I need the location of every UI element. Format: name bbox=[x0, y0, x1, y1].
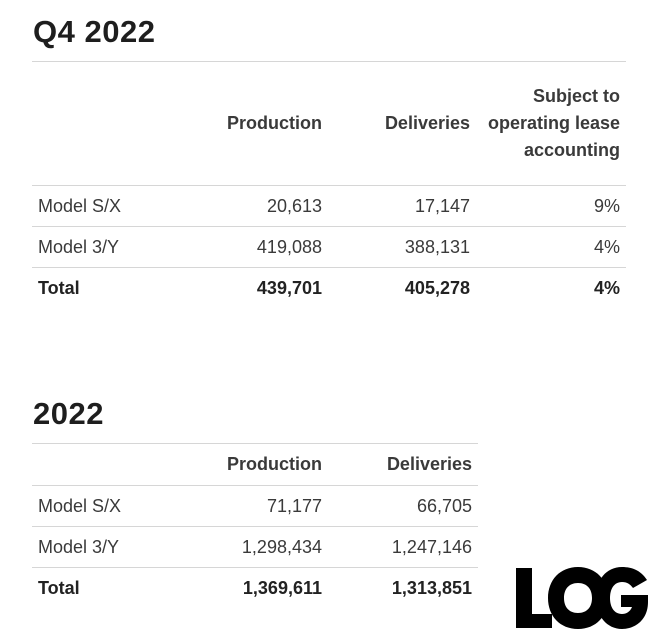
deliveries-value: 66,705 bbox=[416, 495, 472, 516]
total-label: Total bbox=[38, 577, 80, 598]
table-row: Model 3/Y 419,088 388,131 4% bbox=[32, 227, 626, 268]
model-name: Model 3/Y bbox=[38, 536, 120, 557]
q4-header-production: Production bbox=[227, 113, 322, 133]
production-value: 71,177 bbox=[266, 495, 322, 516]
deliveries-value: 17,147 bbox=[414, 195, 470, 216]
total-lease: 4% bbox=[593, 277, 620, 298]
total-row: Total 439,701 405,278 4% bbox=[32, 268, 626, 309]
total-label: Total bbox=[38, 277, 80, 298]
total-row: Total 1,369,611 1,313,851 bbox=[32, 568, 478, 609]
q4-table: Production Deliveries Subject to operati… bbox=[32, 61, 626, 309]
total-deliveries: 1,313,851 bbox=[391, 577, 472, 598]
log-logo-letters bbox=[516, 567, 648, 629]
lease-value: 4% bbox=[593, 236, 620, 257]
q4-header-lease: Subject to operating lease accounting bbox=[487, 86, 620, 160]
table-row: Model S/X 71,177 66,705 bbox=[32, 486, 478, 527]
table-row: Model S/X 20,613 17,147 9% bbox=[32, 186, 626, 227]
production-value: 20,613 bbox=[266, 195, 322, 216]
lease-value: 9% bbox=[593, 195, 620, 216]
logo-letter-g bbox=[596, 567, 648, 629]
total-production: 1,369,611 bbox=[242, 577, 322, 598]
log-logo-icon bbox=[516, 567, 648, 629]
year-header-row: Production Deliveries bbox=[32, 443, 478, 486]
production-value: 1,298,434 bbox=[241, 536, 322, 557]
total-production: 439,701 bbox=[256, 277, 322, 298]
production-value: 419,088 bbox=[256, 236, 322, 257]
year-section-title: 2022 bbox=[33, 396, 104, 431]
year-table: Production Deliveries Model S/X 71,177 6… bbox=[32, 443, 478, 609]
model-name: Model 3/Y bbox=[38, 236, 120, 257]
q4-header-blank bbox=[32, 62, 182, 186]
model-name: Model S/X bbox=[38, 195, 122, 216]
year-header-production: Production bbox=[227, 454, 322, 474]
q4-section-title: Q4 2022 bbox=[33, 14, 156, 49]
q4-header-row: Production Deliveries Subject to operati… bbox=[32, 61, 626, 186]
table-row: Model 3/Y 1,298,434 1,247,146 bbox=[32, 527, 478, 568]
deliveries-value: 1,247,146 bbox=[391, 536, 472, 557]
year-header-blank bbox=[32, 444, 182, 486]
logo-letter-o bbox=[548, 567, 608, 629]
model-name: Model S/X bbox=[38, 495, 122, 516]
logo-letter-l bbox=[516, 568, 552, 628]
year-header-deliveries: Deliveries bbox=[386, 454, 472, 474]
deliveries-value: 388,131 bbox=[404, 236, 470, 257]
q4-header-deliveries: Deliveries bbox=[384, 113, 470, 133]
total-deliveries: 405,278 bbox=[404, 277, 470, 298]
